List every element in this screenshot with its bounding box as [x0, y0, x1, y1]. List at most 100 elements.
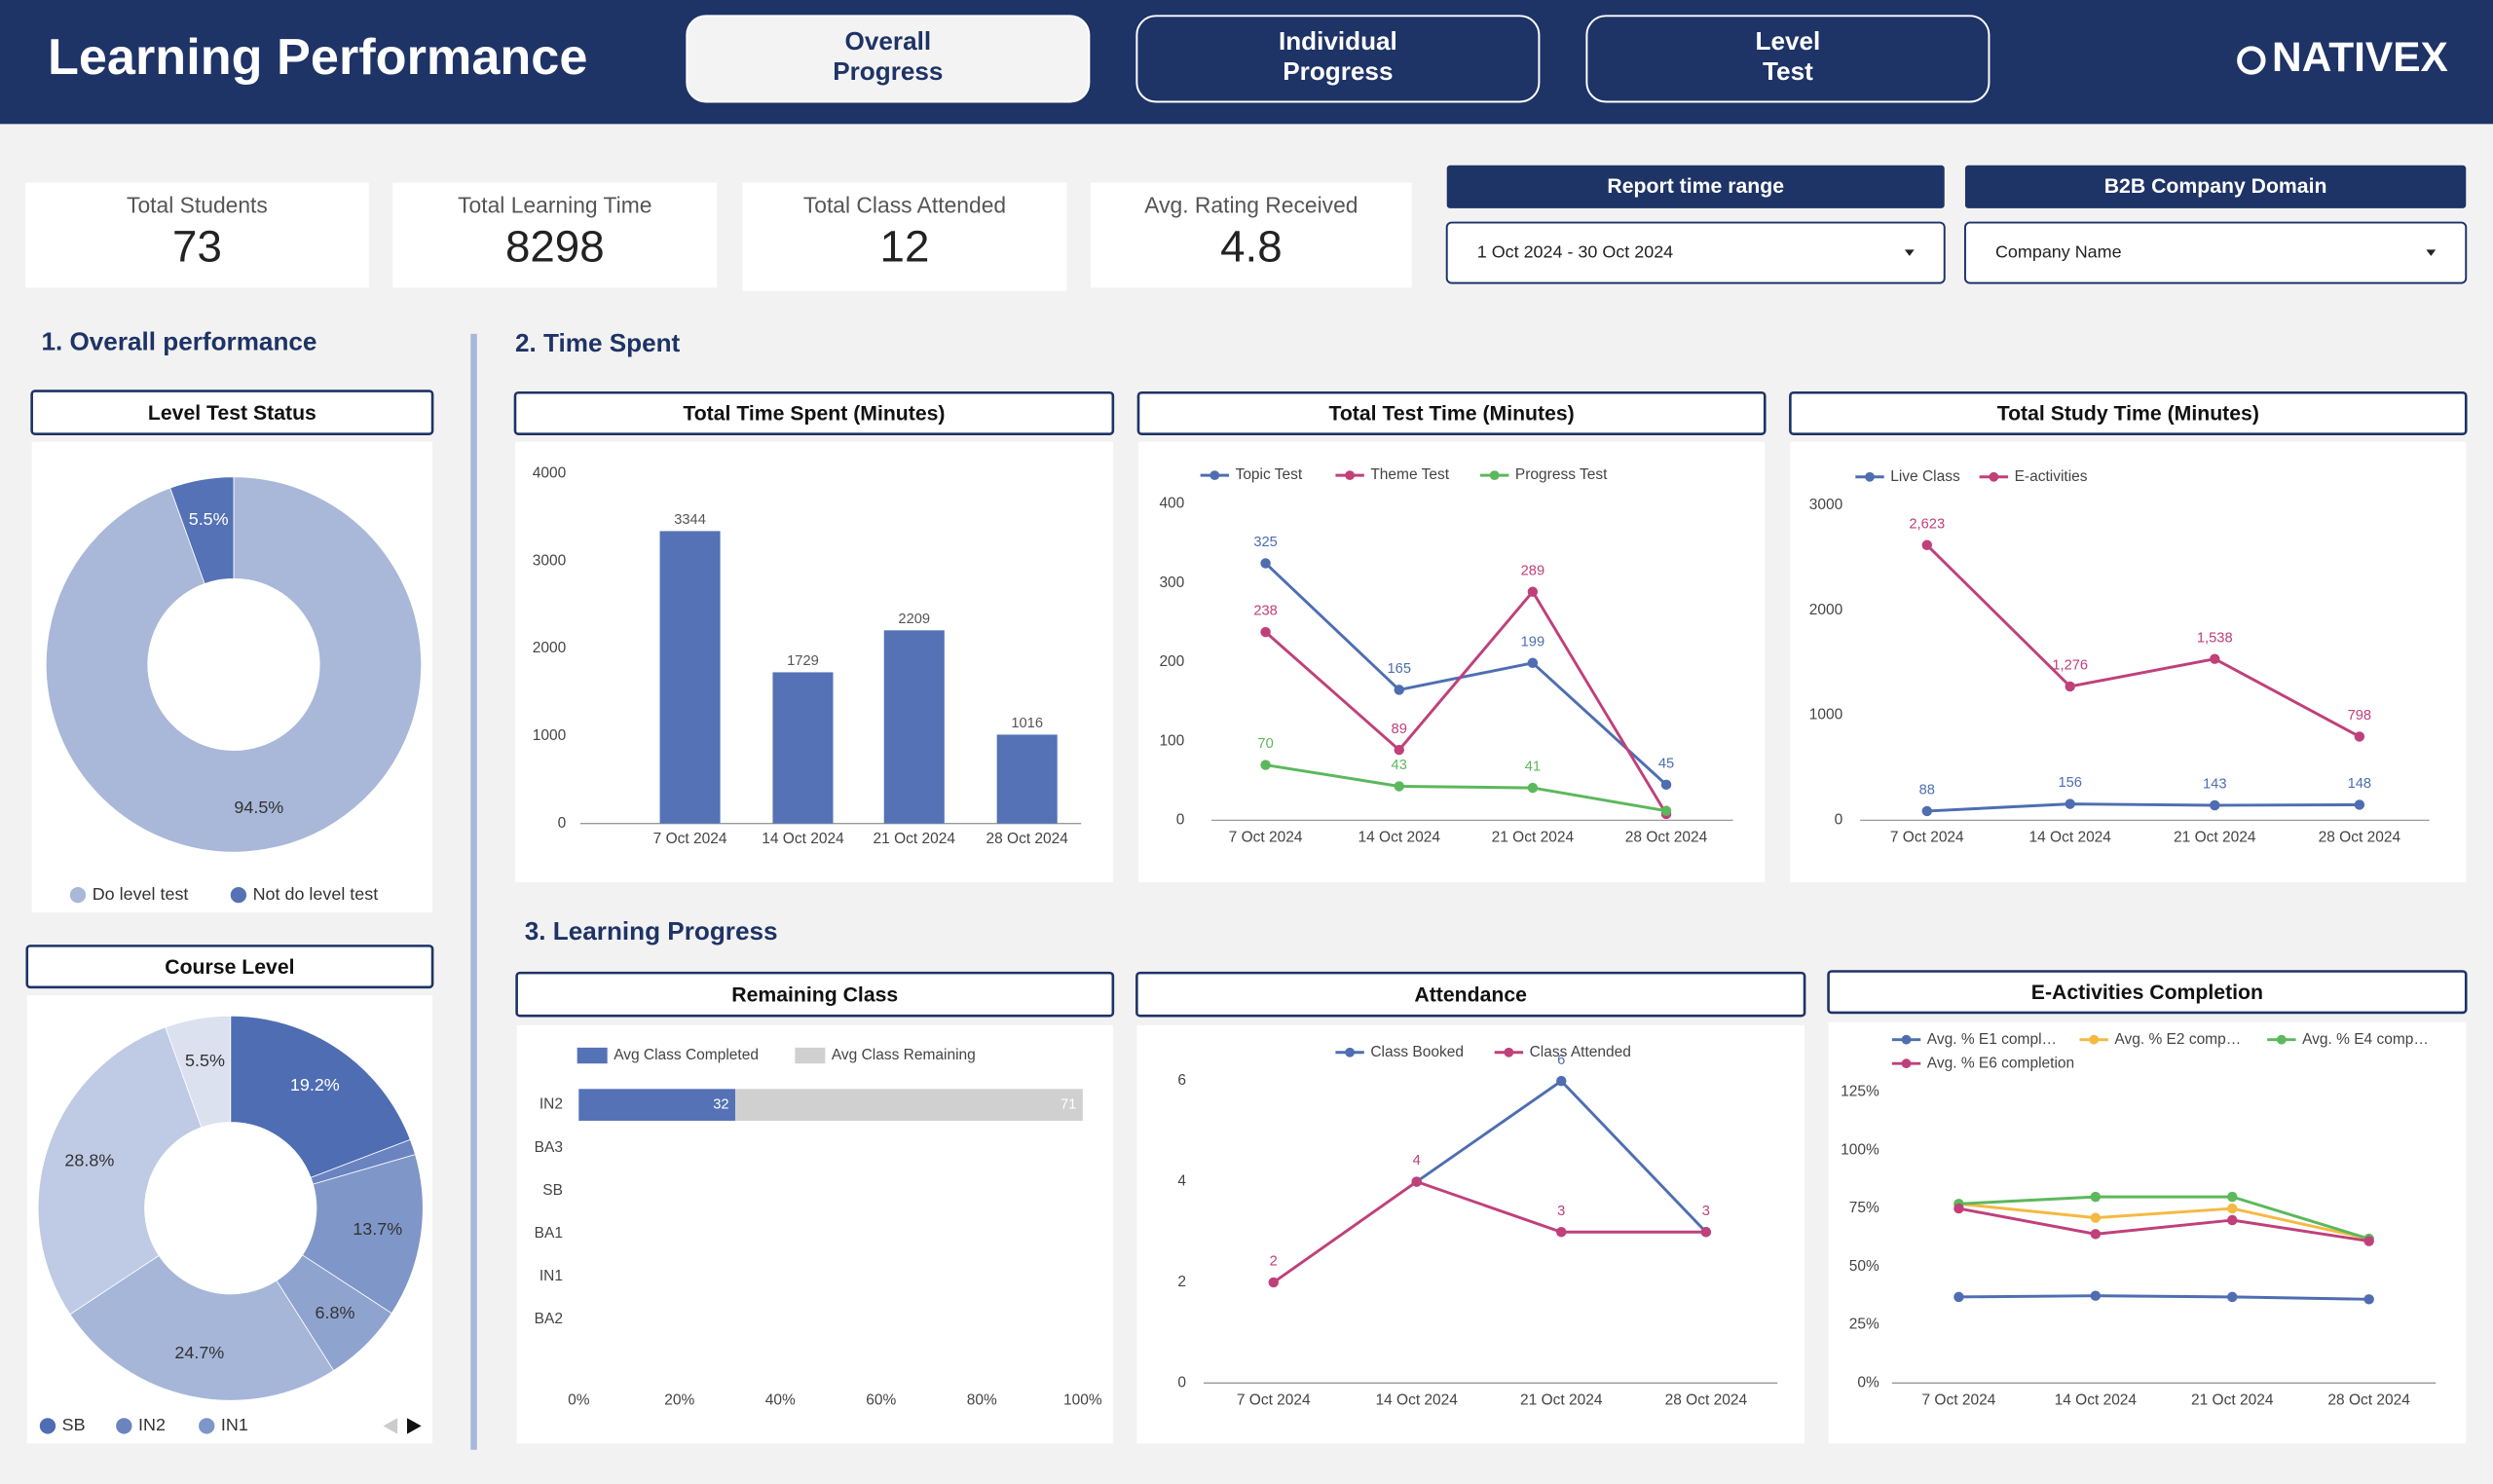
data-point: [2065, 681, 2075, 692]
legend-label: Not do level test: [253, 884, 379, 904]
chart-title-box: [1135, 971, 1806, 1018]
y-tick-label: SB: [542, 1182, 563, 1199]
series-line: [1272, 1179, 1706, 1284]
x-tick-label: 7 Oct 2024: [1922, 1391, 1996, 1408]
tab-label: Individual: [1279, 26, 1397, 56]
y-tick-label: 3000: [533, 552, 567, 569]
bar-label: 1729: [787, 653, 819, 669]
tab-button[interactable]: [686, 15, 1091, 103]
data-label: 2: [1270, 1254, 1278, 1270]
dropdown[interactable]: [1445, 221, 1946, 284]
legend-label: IN2: [138, 1415, 166, 1434]
dropdown-caret: [1904, 249, 1915, 256]
slice-label: 94.5%: [234, 798, 283, 817]
x-tick-label: 21 Oct 2024: [1520, 1391, 1603, 1408]
x-tick-label: 0%: [568, 1391, 590, 1408]
legend-dot: [2089, 1034, 2100, 1045]
chart-panel: [1790, 441, 2467, 883]
chart-title: Total Study Time (Minutes): [1997, 403, 2259, 426]
data-point: [1260, 626, 1271, 638]
data-label: 2,623: [1909, 516, 1945, 532]
kpi-label: Total Learning Time: [458, 192, 651, 217]
y-tick-label: 6: [1177, 1072, 1186, 1089]
chart-title: Attendance: [1414, 983, 1527, 1006]
chart-panel: [1828, 1021, 2467, 1444]
chart-title: E-Activities Completion: [2031, 982, 2263, 1004]
data-point: [1556, 1227, 1567, 1238]
y-tick-label: 75%: [1849, 1200, 1879, 1216]
tab-label: Level: [1756, 26, 1821, 56]
legend-label: Avg Class Completed: [614, 1047, 759, 1063]
pie-slice: [46, 476, 423, 853]
slice-label: 13.7%: [353, 1219, 402, 1239]
chart-panel: [1136, 1025, 1805, 1444]
series-line: [1926, 802, 2360, 813]
pager-next[interactable]: [406, 1418, 422, 1434]
kpi-label: Total Class Attended: [803, 192, 1006, 217]
tab-label: Progress: [833, 56, 943, 86]
chart-title-box: [513, 390, 1115, 435]
pager-prev[interactable]: [383, 1418, 398, 1434]
pie-slice: [169, 476, 235, 584]
tab-button[interactable]: [1135, 15, 1541, 103]
y-tick-label: 300: [1159, 575, 1184, 591]
y-tick-label: 200: [1159, 653, 1184, 670]
legend-label: Avg. % E1 compl…: [1927, 1031, 2057, 1048]
data-point: [1700, 1227, 1712, 1238]
legend-dot: [1989, 471, 1999, 482]
data-point: [1953, 1291, 1964, 1303]
chart-title: Remaining Class: [731, 983, 898, 1006]
y-tick-label: 100: [1159, 732, 1184, 749]
bar: [883, 630, 945, 824]
data-point: [2065, 798, 2075, 809]
legend-swatch: [230, 886, 247, 904]
data-label: 325: [1253, 535, 1278, 550]
dropdown[interactable]: [1963, 221, 2468, 284]
kpi-value: 8298: [505, 221, 605, 271]
data-point: [1260, 558, 1271, 569]
chart-title-box: [1136, 390, 1767, 435]
kpi-card: [25, 182, 369, 288]
data-label: 41: [1525, 760, 1541, 775]
x-tick-label: 100%: [1063, 1391, 1102, 1408]
data-label: 4: [1413, 1153, 1421, 1169]
chart-title-box: [30, 390, 434, 435]
section-title: 3. Learning Progress: [525, 916, 778, 946]
legend-swatch: [69, 886, 87, 904]
bar-label: 2209: [898, 612, 930, 627]
series-line: [1264, 562, 1668, 786]
data-label: 45: [1658, 757, 1674, 772]
data-label: 1,538: [2197, 630, 2233, 646]
x-tick-label: 7 Oct 2024: [1890, 829, 1964, 845]
filter-label: B2B Company Domain: [2104, 175, 2327, 198]
y-tick-label: 0: [1176, 811, 1185, 828]
bar: [772, 672, 834, 824]
legend-dot: [1901, 1058, 1912, 1069]
kpi-card: [392, 182, 718, 288]
data-label: 3: [1702, 1204, 1710, 1219]
chart-title: Total Test Time (Minutes): [1328, 403, 1574, 426]
x-tick-label: 14 Oct 2024: [2028, 829, 2111, 845]
y-tick-label: 2000: [1809, 602, 1843, 618]
x-tick-label: 14 Oct 2024: [762, 831, 844, 847]
x-tick-label: 21 Oct 2024: [2191, 1391, 2274, 1408]
chart-title-box: [25, 945, 434, 989]
data-label: 289: [1521, 563, 1545, 578]
tab-button[interactable]: [1585, 15, 1991, 103]
legend-label: Class Booked: [1370, 1044, 1464, 1060]
pie-slice: [165, 1015, 232, 1129]
chart-title-box: [1827, 970, 2468, 1015]
header-bar: [0, 0, 2493, 125]
data-point: [2210, 799, 2220, 811]
legend-dot: [1345, 1047, 1356, 1057]
legend-label: Avg. % E4 comp…: [2302, 1031, 2429, 1048]
data-point: [2210, 653, 2220, 664]
legend-dot: [1901, 1034, 1912, 1045]
legend-label: Avg. % E2 comp…: [2114, 1031, 2241, 1048]
legend-label: IN1: [221, 1415, 248, 1434]
x-tick-label: 80%: [967, 1391, 997, 1408]
logo-icon: [2237, 46, 2266, 75]
tab-label: Overall: [845, 26, 932, 56]
y-tick-label: 1000: [533, 727, 567, 744]
